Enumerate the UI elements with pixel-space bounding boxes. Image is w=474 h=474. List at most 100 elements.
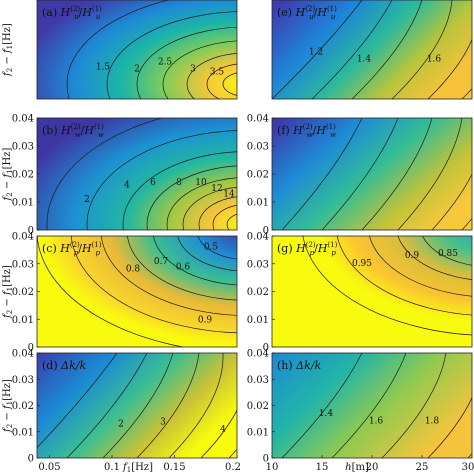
y-tick-label: 0.01 <box>12 427 34 438</box>
contour-lines-h <box>281 353 472 458</box>
axes-frame <box>36 0 238 100</box>
contour-label: 0.7 <box>154 257 169 267</box>
contour-label: 8 <box>176 178 182 188</box>
contour-label: 2 <box>134 64 140 74</box>
contour-line <box>427 396 472 458</box>
heatmap-b <box>37 118 237 230</box>
y-axis-label: f2 − f1[Hz] <box>2 265 14 319</box>
contour-label: 0.85 <box>438 249 458 259</box>
contour-line <box>37 353 118 449</box>
contour-line <box>186 53 237 99</box>
contour-lines-b <box>46 118 255 230</box>
y-tick-label: 0.03 <box>12 259 34 270</box>
contour-line <box>200 409 237 458</box>
contour-line <box>46 118 164 230</box>
y-tick-label: 0.03 <box>12 375 34 386</box>
x-tick-label: 25 <box>416 462 429 473</box>
contour-line <box>351 0 423 99</box>
contour-label: 4 <box>220 425 226 435</box>
contour-label: 2 <box>118 420 124 430</box>
heatmap-c <box>37 236 237 347</box>
contour-line <box>162 40 237 99</box>
y-axis-label: f2 − f1[Hz] <box>2 379 14 433</box>
contour-line <box>66 0 170 99</box>
panel-c: 0.5 0.6 0.7 0.8 0.9 (c) H(2) p/H(1) p 0 0.01 0.02 0… <box>12 232 238 354</box>
contour-line <box>136 353 200 458</box>
panel-e: 1.2 1.4 1.6 (e) H(2) u/H(1) u <box>271 0 473 100</box>
y-tick-label: 0.01 <box>247 315 269 326</box>
y-tick-label: 0.01 <box>12 315 34 326</box>
panel-title: (h) Δk/k <box>277 359 321 372</box>
y-tick-label: 0.03 <box>247 142 269 153</box>
contour-label: 0.8 <box>126 265 141 275</box>
contour-label: 0.9 <box>198 316 213 326</box>
contour-line <box>427 38 472 99</box>
contour-line <box>239 220 255 229</box>
contour-label: 2 <box>84 195 90 205</box>
contour-label: 0.5 <box>204 242 219 252</box>
y-tick-label: 0.04 <box>12 232 34 243</box>
heatmap-g <box>272 236 472 347</box>
contour-line <box>361 118 433 230</box>
y-tick-label: 0.04 <box>12 349 34 360</box>
contour-label: 3.5 <box>210 67 225 77</box>
contour-line <box>272 0 363 99</box>
panel-title: (a) H(2) u/H(1) u <box>42 5 102 21</box>
y-tick-label: 0.01 <box>12 198 34 209</box>
x-tick-label: 10 <box>266 462 279 473</box>
contour-label: 0.6 <box>176 262 191 272</box>
y-tick-label: 0.02 <box>12 401 34 412</box>
y-tick-label: 0.02 <box>247 170 269 181</box>
y-tick-label: 0.04 <box>12 114 34 125</box>
y-tick-label: 0.04 <box>247 114 269 125</box>
y-tick-label: 0 <box>28 454 34 465</box>
contour-line <box>321 118 399 230</box>
contour-line <box>391 0 453 99</box>
y-tick-label: 0 <box>263 454 269 465</box>
contour-label: 1.4 <box>357 54 372 64</box>
x-tick-label: 0.15 <box>163 462 185 473</box>
contour-line <box>106 11 237 99</box>
y-tick-label: 0.03 <box>247 259 269 270</box>
contour-label: 1.5 <box>96 62 111 72</box>
contour-line <box>226 213 237 230</box>
y-tick-label: 0.02 <box>247 287 269 298</box>
panel-h: 1.4 1.6 1.8 (h) Δk/k 0 0.01 0.02 0.03 0.04 10 15 20… <box>247 349 474 474</box>
contour-lines-d <box>37 353 237 458</box>
contour-lines-f <box>281 118 472 230</box>
contour-line <box>212 204 237 230</box>
contour-line <box>146 165 237 230</box>
x-axis-label-right: h[m] <box>345 462 369 473</box>
contour-lines-a <box>66 0 237 99</box>
y-tick-label: 0.04 <box>247 349 269 360</box>
contour-label: 0.95 <box>352 259 372 269</box>
panel-title: (d) Δk/k <box>42 359 86 372</box>
contour-line <box>397 118 463 230</box>
y-tick-label: 0.02 <box>12 287 34 298</box>
x-tick-label: 0.05 <box>38 462 60 473</box>
y-tick-label: 0.01 <box>247 198 269 209</box>
contour-line <box>431 173 472 230</box>
contour-line <box>136 26 237 99</box>
contour-label: 14 <box>223 189 235 199</box>
panel-title: (g) H(2) p/H(1) p <box>277 241 338 257</box>
contour-label: 1.8 <box>425 416 440 426</box>
contour-label: 6 <box>150 178 156 188</box>
panel-f: (f) H(2) w/H(1) w 0 0.01 0.02 0.03 0.04 <box>247 114 473 237</box>
x-tick-label: 15 <box>316 462 329 473</box>
x-tick-label: 20 <box>366 462 379 473</box>
panel-title: (f) H(2) w/H(1) w <box>277 123 336 139</box>
y-tick-label: 0.02 <box>12 170 34 181</box>
contour-line <box>166 177 237 230</box>
contour-line <box>236 82 237 86</box>
contour-line <box>66 353 148 458</box>
contour-line <box>198 196 237 230</box>
contour-label: 3 <box>160 417 166 427</box>
contour-label: 2.5 <box>158 57 173 67</box>
contour-label: 12 <box>211 184 222 194</box>
y-tick-label: 0.04 <box>247 232 269 243</box>
heatmap-f <box>272 118 472 230</box>
y-tick-label: 0 <box>263 226 269 237</box>
